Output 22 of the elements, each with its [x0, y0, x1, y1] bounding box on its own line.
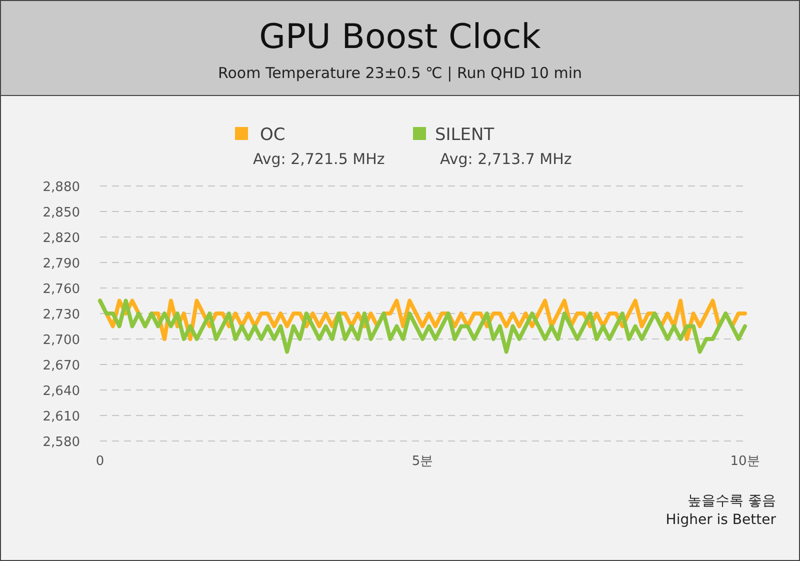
y-tick-label: 2,820: [42, 231, 80, 246]
chart-subtitle: Room Temperature 23±0.5 ℃ | Run QHD 10 min: [218, 64, 582, 82]
y-tick-label: 2,610: [42, 410, 80, 424]
y-tick-label: 2,850: [42, 206, 80, 220]
y-tick-label: 2,880: [42, 180, 80, 195]
x-tick-label: 10분: [730, 454, 760, 469]
text: Avg: 2,721.5 MHz: [253, 150, 385, 168]
x-tick-label: 0: [96, 454, 104, 469]
y-tick-label: 2,580: [42, 435, 80, 450]
text: 높을수록 좋음: [688, 493, 776, 509]
y-tick-label: 2,640: [42, 384, 80, 399]
y-tick-label: 2,790: [42, 256, 80, 272]
y-tick-label: 2,730: [42, 308, 80, 322]
legend-label: SILENT: [435, 125, 495, 145]
x-tick-label: 5분: [412, 454, 434, 469]
text: Higher is Better: [666, 512, 776, 528]
y-tick-label: 2,700: [42, 333, 80, 348]
text: Avg: 2,713.7 MHz: [440, 150, 572, 168]
legend-label: OC: [260, 125, 286, 145]
y-tick-label: 2,760: [42, 282, 80, 297]
y-tick-label: 2,670: [42, 358, 80, 374]
chart-title: GPU Boost Clock: [259, 17, 542, 57]
